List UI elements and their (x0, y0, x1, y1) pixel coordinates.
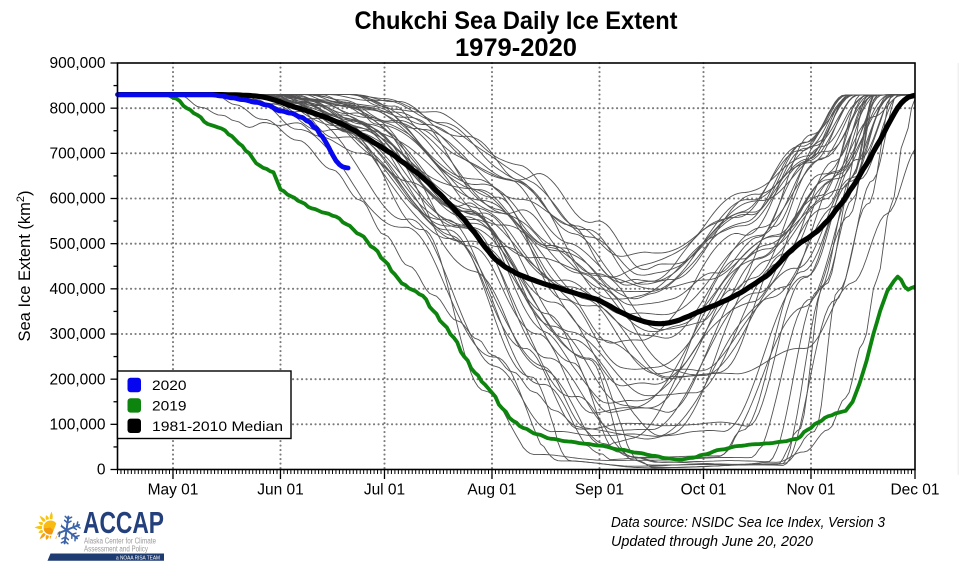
svg-text:Sea Ice Extent (km2): Sea Ice Extent (km2) (15, 190, 34, 341)
svg-text:300,000: 300,000 (49, 326, 105, 343)
svg-text:Updated through June 20, 2020: Updated through June 20, 2020 (611, 533, 814, 550)
svg-text:Jul 01: Jul 01 (364, 482, 405, 499)
svg-text:Assessment and Policy: Assessment and Policy (84, 545, 148, 554)
svg-text:Oct 01: Oct 01 (681, 482, 727, 499)
svg-text:2020: 2020 (152, 377, 187, 393)
svg-text:100,000: 100,000 (49, 417, 105, 434)
svg-text:Aug 01: Aug 01 (467, 482, 516, 499)
svg-text:0: 0 (97, 462, 106, 479)
svg-text:ACCAP: ACCAP (83, 505, 164, 540)
svg-text:Chukchi Sea Daily Ice Extent: Chukchi Sea Daily Ice Extent (355, 7, 679, 35)
svg-text:Dec 01: Dec 01 (890, 482, 939, 499)
svg-text:1981-2010 Median: 1981-2010 Median (152, 418, 283, 434)
svg-text:500,000: 500,000 (49, 236, 105, 253)
svg-text:400,000: 400,000 (49, 281, 105, 298)
svg-text:600,000: 600,000 (49, 191, 105, 208)
svg-text:200,000: 200,000 (49, 371, 105, 388)
svg-text:Nov 01: Nov 01 (786, 482, 835, 499)
svg-text:Jun 01: Jun 01 (257, 482, 304, 499)
svg-text:Data source: NSIDC Sea Ice Ind: Data source: NSIDC Sea Ice Index, Versio… (611, 514, 886, 531)
svg-text:Sep 01: Sep 01 (575, 482, 624, 499)
svg-text:2019: 2019 (152, 398, 187, 414)
svg-text:800,000: 800,000 (49, 100, 105, 117)
svg-text:700,000: 700,000 (49, 146, 105, 163)
svg-text:1979-2020: 1979-2020 (455, 34, 577, 62)
svg-text:May 01: May 01 (148, 482, 199, 499)
svg-text:a NOAA RISA TEAM: a NOAA RISA TEAM (116, 555, 160, 561)
svg-text:900,000: 900,000 (49, 55, 105, 72)
